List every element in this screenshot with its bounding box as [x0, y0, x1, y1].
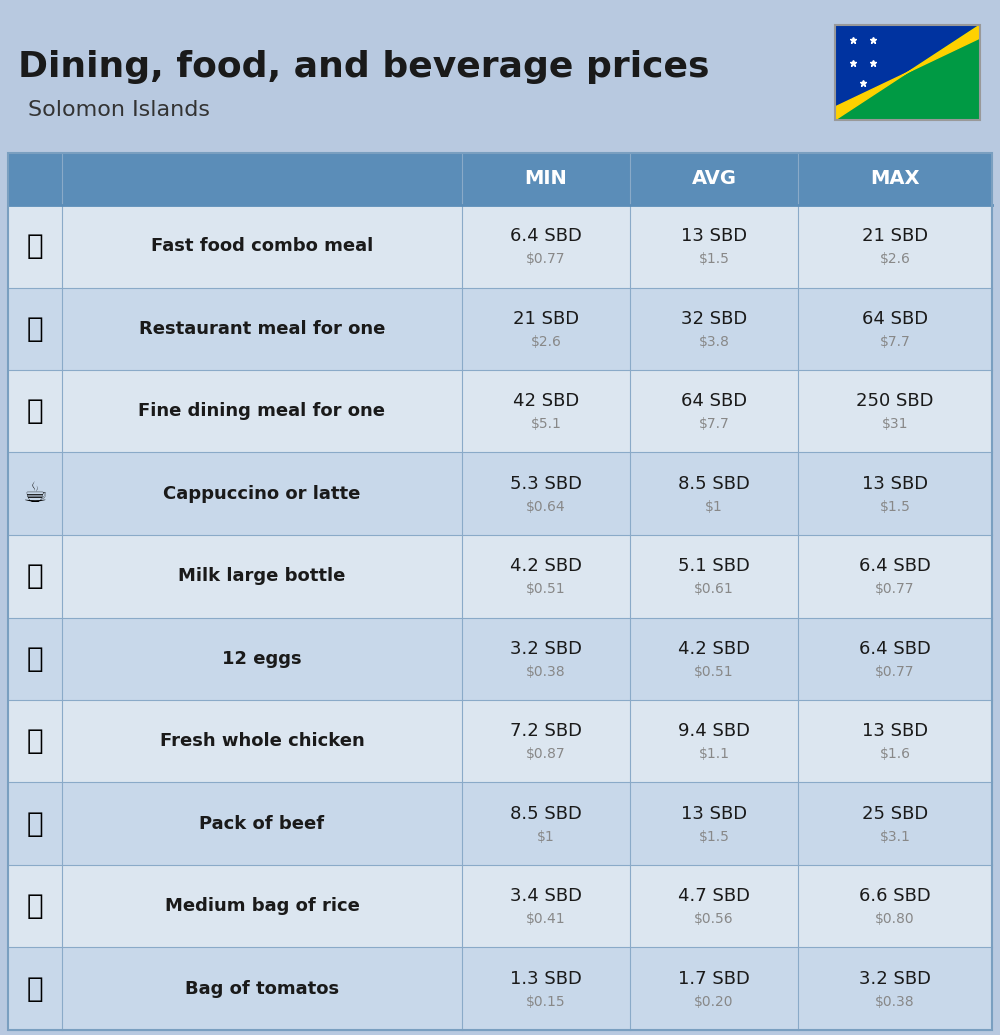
- Text: 4.7 SBD: 4.7 SBD: [678, 887, 750, 906]
- Text: $2.6: $2.6: [880, 253, 910, 266]
- Text: Fine dining meal for one: Fine dining meal for one: [138, 403, 386, 420]
- Text: 6.4 SBD: 6.4 SBD: [510, 228, 582, 245]
- Text: 13 SBD: 13 SBD: [862, 722, 928, 740]
- Text: $7.7: $7.7: [699, 417, 729, 432]
- Text: 3.4 SBD: 3.4 SBD: [510, 887, 582, 906]
- Text: 6.4 SBD: 6.4 SBD: [859, 640, 931, 658]
- Text: $0.61: $0.61: [694, 583, 734, 596]
- Text: 9.4 SBD: 9.4 SBD: [678, 722, 750, 740]
- Text: $0.77: $0.77: [875, 664, 915, 679]
- Text: 7.2 SBD: 7.2 SBD: [510, 722, 582, 740]
- Text: $31: $31: [882, 417, 908, 432]
- Text: 🍗: 🍗: [27, 728, 43, 756]
- Polygon shape: [835, 25, 980, 120]
- FancyBboxPatch shape: [8, 153, 992, 205]
- Text: Fast food combo meal: Fast food combo meal: [151, 237, 373, 256]
- Text: 4.2 SBD: 4.2 SBD: [510, 557, 582, 575]
- Text: $1: $1: [705, 500, 723, 513]
- Text: Pack of beef: Pack of beef: [199, 815, 325, 833]
- Text: Medium bag of rice: Medium bag of rice: [165, 897, 359, 915]
- Text: 21 SBD: 21 SBD: [862, 228, 928, 245]
- Text: $0.20: $0.20: [694, 995, 734, 1009]
- Text: $3.8: $3.8: [699, 334, 729, 349]
- Text: AVG: AVG: [692, 170, 736, 188]
- FancyBboxPatch shape: [8, 782, 992, 865]
- Text: $0.80: $0.80: [875, 912, 915, 926]
- Text: $1.5: $1.5: [699, 253, 729, 266]
- Text: Fresh whole chicken: Fresh whole chicken: [160, 732, 364, 750]
- Text: 8.5 SBD: 8.5 SBD: [678, 475, 750, 493]
- FancyBboxPatch shape: [8, 452, 992, 535]
- Text: 🍳: 🍳: [27, 315, 43, 343]
- Polygon shape: [835, 25, 980, 120]
- Text: $0.87: $0.87: [526, 747, 566, 762]
- Text: MAX: MAX: [870, 170, 920, 188]
- Text: $0.56: $0.56: [694, 912, 734, 926]
- Text: $0.51: $0.51: [694, 664, 734, 679]
- Text: 4.2 SBD: 4.2 SBD: [678, 640, 750, 658]
- Text: 3.2 SBD: 3.2 SBD: [859, 970, 931, 987]
- Text: $0.77: $0.77: [875, 583, 915, 596]
- Text: 🍅: 🍅: [27, 975, 43, 1003]
- Text: Restaurant meal for one: Restaurant meal for one: [139, 320, 385, 337]
- Text: 64 SBD: 64 SBD: [681, 392, 747, 410]
- FancyBboxPatch shape: [8, 947, 992, 1030]
- Text: 5.3 SBD: 5.3 SBD: [510, 475, 582, 493]
- Text: $5.1: $5.1: [531, 417, 561, 432]
- Text: 13 SBD: 13 SBD: [862, 475, 928, 493]
- Text: $1.6: $1.6: [880, 747, 910, 762]
- Polygon shape: [835, 25, 980, 120]
- Text: 8.5 SBD: 8.5 SBD: [510, 805, 582, 823]
- Text: $1.1: $1.1: [698, 747, 730, 762]
- Text: Milk large bottle: Milk large bottle: [178, 567, 346, 585]
- Text: 5.1 SBD: 5.1 SBD: [678, 557, 750, 575]
- Text: 25 SBD: 25 SBD: [862, 805, 928, 823]
- Text: $0.41: $0.41: [526, 912, 566, 926]
- Text: ☕: ☕: [23, 480, 47, 508]
- Text: Cappuccino or latte: Cappuccino or latte: [163, 484, 361, 503]
- Text: 3.2 SBD: 3.2 SBD: [510, 640, 582, 658]
- Text: 6.4 SBD: 6.4 SBD: [859, 557, 931, 575]
- Text: Bag of tomatos: Bag of tomatos: [185, 980, 339, 998]
- FancyBboxPatch shape: [8, 700, 992, 782]
- Text: 1.3 SBD: 1.3 SBD: [510, 970, 582, 987]
- Text: MIN: MIN: [525, 170, 567, 188]
- Text: 12 eggs: 12 eggs: [222, 650, 302, 668]
- Text: $1.5: $1.5: [699, 830, 729, 844]
- Text: 🍽️: 🍽️: [27, 397, 43, 425]
- Text: 🍔: 🍔: [27, 232, 43, 260]
- Text: $0.64: $0.64: [526, 500, 566, 513]
- Text: $0.77: $0.77: [526, 253, 566, 266]
- FancyBboxPatch shape: [8, 205, 992, 288]
- Text: Dining, food, and beverage prices: Dining, food, and beverage prices: [18, 50, 710, 84]
- Text: 32 SBD: 32 SBD: [681, 309, 747, 328]
- Text: 21 SBD: 21 SBD: [513, 309, 579, 328]
- Text: 42 SBD: 42 SBD: [513, 392, 579, 410]
- Text: $1.5: $1.5: [880, 500, 910, 513]
- Text: $0.15: $0.15: [526, 995, 566, 1009]
- FancyBboxPatch shape: [8, 618, 992, 700]
- Text: 1.7 SBD: 1.7 SBD: [678, 970, 750, 987]
- FancyBboxPatch shape: [8, 288, 992, 369]
- Text: 64 SBD: 64 SBD: [862, 309, 928, 328]
- Text: $1: $1: [537, 830, 555, 844]
- FancyBboxPatch shape: [8, 535, 992, 618]
- Text: $3.1: $3.1: [880, 830, 910, 844]
- Text: $0.38: $0.38: [875, 995, 915, 1009]
- Text: 250 SBD: 250 SBD: [856, 392, 934, 410]
- Text: $0.51: $0.51: [526, 583, 566, 596]
- Text: Solomon Islands: Solomon Islands: [28, 100, 210, 120]
- Text: 🥛: 🥛: [27, 562, 43, 590]
- Text: 🥩: 🥩: [27, 809, 43, 837]
- Text: $0.38: $0.38: [526, 664, 566, 679]
- FancyBboxPatch shape: [8, 369, 992, 452]
- Text: 13 SBD: 13 SBD: [681, 805, 747, 823]
- FancyBboxPatch shape: [8, 865, 992, 947]
- Text: 🌾: 🌾: [27, 892, 43, 920]
- Text: 🥚: 🥚: [27, 645, 43, 673]
- Text: $2.6: $2.6: [531, 334, 561, 349]
- Text: 6.6 SBD: 6.6 SBD: [859, 887, 931, 906]
- Text: $7.7: $7.7: [880, 334, 910, 349]
- Text: 13 SBD: 13 SBD: [681, 228, 747, 245]
